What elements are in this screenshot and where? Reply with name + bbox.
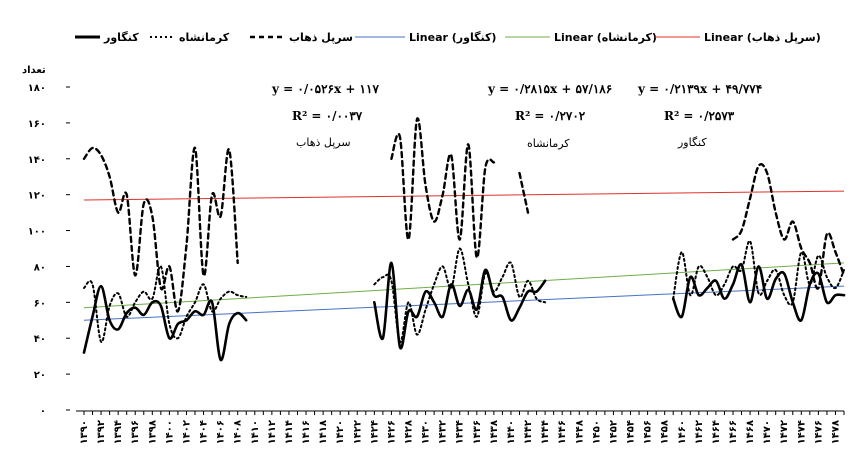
x-tick-label: ۱۴۴۰ bbox=[506, 420, 517, 444]
x-tick-label: ۱۴۶۲ bbox=[694, 420, 705, 444]
x-tick-label: ۱۴۲۲ bbox=[352, 420, 363, 444]
legend-entry-kangavar: کنگاور bbox=[75, 31, 139, 44]
x-tick-label: ۱۴۳۴ bbox=[455, 420, 466, 444]
y-tick-label: ۱۸۰ bbox=[28, 83, 46, 94]
y-tick-label: ۴۰ bbox=[34, 334, 46, 345]
equation-sarpol: y = ۰/۰۵۲۶x + ۱۱۷ bbox=[271, 82, 379, 96]
y-tick-label: ۲۰ bbox=[34, 370, 46, 381]
region-label-kermanshah: کرمانشاه bbox=[527, 137, 570, 150]
x-tick-label: ۱۳۹۸ bbox=[147, 420, 158, 444]
x-tick-label: ۱۴۰۸ bbox=[233, 420, 244, 444]
x-tick-label: ۱۴۵۲ bbox=[608, 420, 619, 444]
x-tick-label: ۱۳۹۲ bbox=[96, 420, 107, 444]
x-tick-label: ۱۴۰۶ bbox=[216, 420, 227, 444]
region-label-kangavar: کنگاور bbox=[677, 136, 707, 149]
y-tick-label: ۶۰ bbox=[34, 298, 46, 309]
y-tick-label: ۰ bbox=[40, 406, 46, 417]
x-tick-label: ۱۴۱۸ bbox=[318, 420, 329, 444]
x-tick-label: ۱۴۵۴ bbox=[626, 420, 637, 444]
legend-entry-sarpol: سرپل ذهاب bbox=[250, 31, 353, 44]
x-tick-label: ۱۴۱۴ bbox=[284, 420, 295, 444]
x-tick-label: ۱۴۲۰ bbox=[335, 420, 346, 444]
x-tick-label: ۱۴۷۴ bbox=[796, 420, 807, 444]
x-tick-label: ۱۳۹۰ bbox=[79, 420, 90, 444]
y-axis-ticks: ۰ ۲۰ ۴۰ ۶۰ ۸۰ ۱۰۰ ۱۲۰ ۱۴۰ ۱۶۰ ۱۸۰ bbox=[28, 83, 70, 417]
x-tick-label: ۱۴۴۸ bbox=[574, 420, 585, 444]
legend-entry-linear-sarpol: Linear (سرپل ذهاب) bbox=[655, 31, 821, 44]
y-tick-label: ۱۲۰ bbox=[28, 191, 46, 202]
x-tick-label: ۱۴۳۸ bbox=[489, 420, 500, 444]
x-tick-label: ۱۴۶۶ bbox=[728, 420, 739, 444]
series-line bbox=[83, 265, 248, 343]
x-tick-label: ۱۴۴۶ bbox=[557, 420, 568, 444]
x-tick-label: ۱۴۳۲ bbox=[438, 420, 449, 444]
x-tick-label: ۱۴۴۴ bbox=[540, 420, 551, 444]
region-label-sarpol: سرپل ذهاب bbox=[296, 136, 351, 149]
annotation-sarpol: y = ۰/۰۵۲۶x + ۱۱۷ R² = ۰/۰۰۳۷ سرپل ذهاب bbox=[271, 82, 379, 149]
series-layer bbox=[82, 117, 846, 362]
x-tick-label: ۱۴۳۶ bbox=[472, 420, 483, 444]
legend-label-kangavar: کنگاور bbox=[103, 31, 139, 44]
x-tick-label: ۱۴۰۰ bbox=[164, 420, 175, 444]
y-axis-label: تعداد bbox=[22, 65, 46, 76]
legend-label-sarpol: سرپل ذهاب bbox=[289, 31, 353, 44]
x-tick-label: ۱۴۰۲ bbox=[181, 420, 192, 444]
x-tick-label: ۱۴۷۶ bbox=[813, 420, 824, 444]
x-tick-label: ۱۴۰۴ bbox=[199, 420, 210, 444]
r2-kermanshah: R² = ۰/۲۷۰۲ bbox=[515, 109, 586, 123]
series-line bbox=[518, 171, 530, 214]
x-tick-label: ۱۴۲۸ bbox=[403, 420, 414, 444]
x-tick-label: ۱۴۵۶ bbox=[643, 420, 654, 444]
x-axis-ticks: ۱۳۹۰ ۱۳۹۲ ۱۳۹۴ ۱۳۹۶ ۱۳۹۸ ۱۴۰۰ ۱۴۰۲ ۱۴۰۴ ۱۴۰۶ ۱۴۰۸… bbox=[79, 411, 845, 444]
legend-entry-linear-kermanshah: Linear (کرمانشاه) bbox=[505, 31, 657, 44]
equation-kermanshah: y = ۰/۲۸۱۵x + ۵۷/۱۸۶ bbox=[487, 82, 612, 96]
x-tick-label: ۱۴۶۸ bbox=[745, 420, 756, 444]
y-tick-label: ۸۰ bbox=[34, 262, 46, 273]
x-tick-label: ۱۴۵۰ bbox=[591, 420, 602, 444]
series-line bbox=[373, 261, 547, 350]
legend-entry-kermanshah: کرمانشاه bbox=[150, 31, 230, 44]
legend-label-kermanshah: کرمانشاه bbox=[179, 31, 230, 44]
x-tick-label: ۱۴۴۲ bbox=[523, 420, 534, 444]
y-tick-label: ۱۰۰ bbox=[28, 227, 46, 238]
x-tick-label: ۱۴۶۰ bbox=[677, 420, 688, 444]
series-line bbox=[731, 163, 846, 290]
r2-kangavar: R² = ۰/۲۵۷۳ bbox=[664, 109, 735, 123]
series-line bbox=[82, 284, 248, 362]
legend-label-linear-kermanshah: Linear (کرمانشاه) bbox=[554, 31, 657, 44]
chart-legend: کنگاور کرمانشاه سرپل ذهاب Linear (کنگاور… bbox=[75, 31, 821, 44]
legend-label-linear-kangavar: Linear (کنگاور) bbox=[409, 31, 496, 44]
annotation-kermanshah: y = ۰/۲۸۱۵x + ۵۷/۱۸۶ R² = ۰/۲۷۰۲ کرمانشا… bbox=[487, 82, 612, 150]
legend-label-linear-sarpol: Linear (سرپل ذهاب) bbox=[704, 31, 821, 44]
legend-entry-linear-kangavar: Linear (کنگاور) bbox=[355, 31, 496, 44]
series-line bbox=[390, 117, 496, 259]
y-tick-label: ۱۴۰ bbox=[28, 155, 46, 166]
x-tick-label: ۱۴۳۰ bbox=[421, 420, 432, 444]
x-tick-label: ۱۴۱۶ bbox=[301, 420, 312, 444]
series-line bbox=[671, 263, 846, 323]
series-line bbox=[82, 146, 239, 313]
annotation-kangavar: y = ۰/۲۱۳۹x + ۴۹/۷۷۴ R² = ۰/۲۵۷۳ کنگاور bbox=[637, 82, 762, 149]
series-line bbox=[672, 240, 845, 306]
x-tick-label: ۱۴۱۲ bbox=[267, 420, 278, 444]
x-tick-label: ۱۴۷۲ bbox=[779, 420, 790, 444]
x-tick-label: ۱۴۷۰ bbox=[762, 420, 773, 444]
x-tick-label: ۱۳۹۴ bbox=[113, 420, 124, 444]
x-tick-label: ۱۴۲۶ bbox=[386, 420, 397, 444]
x-tick-label: ۱۳۹۶ bbox=[130, 420, 141, 444]
x-tick-label: ۱۴۲۴ bbox=[369, 420, 380, 444]
y-tick-label: ۱۶۰ bbox=[28, 119, 46, 130]
x-tick-label: ۱۴۶۴ bbox=[711, 420, 722, 444]
x-tick-label: ۱۴۵۸ bbox=[660, 420, 671, 444]
equation-kangavar: y = ۰/۲۱۳۹x + ۴۹/۷۷۴ bbox=[637, 82, 762, 96]
r2-sarpol: R² = ۰/۰۰۳۷ bbox=[292, 109, 363, 123]
series-line bbox=[373, 247, 547, 343]
x-tick-label: ۱۴۷۸ bbox=[830, 420, 841, 444]
trend-line bbox=[83, 285, 845, 321]
x-tick-label: ۱۴۱۰ bbox=[250, 420, 261, 444]
